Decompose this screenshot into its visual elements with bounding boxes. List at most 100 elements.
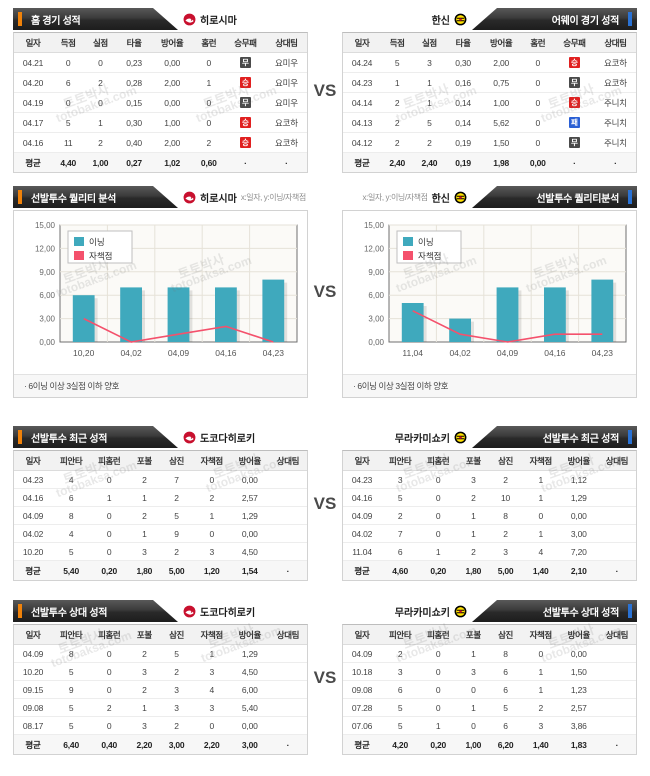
cell-era: 0,00 [151,92,193,113]
away-game-record-table: 일자 득점 실점 타율 방어율 홈런 승무패 상대팀 04.24 5 3 0,30 2,… [343,33,636,172]
status-badge-draw: 무 [568,77,580,89]
table-row: 04.17 5 1 0,30 1,00 0 승 요코하 [14,112,307,133]
col-so: 삼진 [489,451,522,471]
cell-era: 1,00 [151,112,193,133]
cell-runs: 11 [52,132,85,153]
cell-er: 0 [192,524,231,543]
cell-bb: 2 [128,680,161,699]
home-game-record-table: 일자 득점 실점 타율 방어율 홈런 승무패 상대팀 04.21 0 0 0,23 0,… [14,33,307,172]
svg-text:9,00: 9,00 [368,268,384,277]
panel-title-ribbon: 선발투수 최근 성적 [13,426,178,448]
cell-hr: 0 [192,52,225,73]
cell-er: 0 [521,644,560,663]
cell-so: 10 [489,488,522,507]
table-row: 07.28 5 0 1 5 2 2,57 [343,698,636,717]
cell-avg: 0,28 [116,72,152,93]
cell-era: 1,50 [559,662,598,681]
cell-hr: 0 [521,132,554,153]
cell-date: 04.24 [343,52,382,73]
cell-hr: 0 [419,470,458,489]
table-container: 일자 득점 실점 타율 방어율 홈런 승무패 상대팀 04.24 5 3 0,30 2,… [342,32,637,173]
status-badge-draw: 무 [239,57,251,69]
col-hr: 피홈런 [90,451,129,471]
table-row: 04.23 3 0 3 2 1 1,12 [343,470,636,489]
avg-cell-allowed: 2,40 [413,152,446,172]
svg-text:12,00: 12,00 [35,244,56,253]
avg-cell-avg: 0,19 [445,152,481,172]
avg-cell-hr: 0,20 [90,560,129,580]
cell-allowed: 0 [84,92,117,113]
avg-cell-allowed: 1,00 [84,152,117,172]
accent-tick [18,430,22,444]
cell-so: 2 [160,716,193,735]
cell-bb: 3 [457,662,490,681]
cell-era: 3,86 [559,716,598,735]
cell-hits: 5 [52,542,91,561]
panel-title-ribbon: 선발투수 퀄리티분석 [472,186,637,208]
cell-hr: 0 [419,524,458,543]
svg-text:0,00: 0,00 [39,338,55,347]
cell-opponent: 요코하 [265,112,307,133]
col-opponent: 상대팀 [268,625,307,645]
table-body: 04.23 3 0 3 2 1 1,12 04.16 5 0 2 10 1 1,29 04.09 2 0 1 8 0 0… [343,470,636,580]
table-body: 04.09 2 0 1 8 0 0,00 10.18 3 0 3 6 1 1,50 09.08 6 0 0 6 1 1,… [343,644,636,754]
cell-opponent [597,644,636,663]
cell-bb: 3 [128,542,161,561]
col-runs: 득점 [52,33,85,53]
cell-hits: 4 [52,470,91,489]
cell-so: 2 [489,524,522,543]
cell-era: 2,00 [151,132,193,153]
cell-date: 04.09 [14,506,53,525]
hanshin-tigers-logo [454,431,467,443]
cell-hr: 1 [192,72,225,93]
cell-result: 승 [224,112,266,133]
cell-date: 09.15 [14,680,53,699]
table-header-row: 일자 득점 실점 타율 방어율 홈런 승무패 상대팀 [14,33,307,53]
cell-date: 10.20 [14,662,53,681]
accent-tick [18,604,22,618]
cell-hr: 0 [192,112,225,133]
cell-era: 2,00 [151,72,193,93]
col-hits: 피안타 [52,451,91,471]
panel-title-ribbon: 홈 경기 성적 [13,8,178,30]
cell-date: 07.28 [343,698,382,717]
cell-era: 1,23 [559,680,598,699]
cell-opponent [597,470,636,489]
table-row: 04.16 6 1 1 2 2 2,57 [14,488,307,507]
cell-allowed: 1 [413,92,446,113]
accent-tick [628,430,632,444]
avg-cell-er: 1,40 [521,560,560,580]
col-date: 일자 [343,625,382,645]
accent-tick [18,190,22,204]
col-date: 일자 [343,33,382,53]
cell-er: 3 [192,542,231,561]
cell-hits: 5 [381,698,420,717]
cell-date: 04.13 [343,112,382,133]
cell-hits: 5 [381,716,420,735]
avg-cell-era: 1,98 [480,152,522,172]
panel-title-ribbon: 선발투수 상대 성적 [472,600,637,622]
avg-cell-runs: 2,40 [381,152,414,172]
panel-away-quality: 선발투수 퀄리티분석 x:일자, y:이닝/자책점 한신 0,00 3,00 6,0… [342,186,637,398]
cell-date: 04.14 [343,92,382,113]
col-bb: 포볼 [457,625,490,645]
pitcher-name-away: 무라카미쇼키 [394,433,450,445]
col-era: 방어율 [151,33,193,53]
cell-era: 4,50 [230,542,269,561]
cell-allowed: 5 [413,112,446,133]
col-opponent: 상대팀 [597,451,636,471]
chart-container: 0,00 3,00 6,00 9,00 12,00 15,00 10,20 04,02 04,0… [13,210,308,398]
cell-hits: 8 [52,644,91,663]
cell-avg: 0,30 [116,112,152,133]
cell-bb: 1 [128,524,161,543]
table-header-row: 일자 득점 실점 타율 방어율 홈런 승무패 상대팀 [343,33,636,53]
cell-so: 7 [160,470,193,489]
table-container: 일자 피안타 피홈런 포볼 삼진 자책점 방어율 상대팀 04.23 3 0 3 2 1 1… [342,450,637,581]
panel-away-game-record: 어웨이 경기 성적 한신 일자 득점 [342,8,637,173]
cell-hits: 6 [52,488,91,507]
hanshin-tigers-logo [454,605,467,617]
accent-tick [628,12,632,26]
cell-so: 9 [160,524,193,543]
col-so: 삼진 [489,625,522,645]
away-pitcher-vs-table: 일자 피안타 피홈런 포볼 삼진 자책점 방어율 상대팀 04.09 2 0 1 8 0 0… [343,625,636,754]
